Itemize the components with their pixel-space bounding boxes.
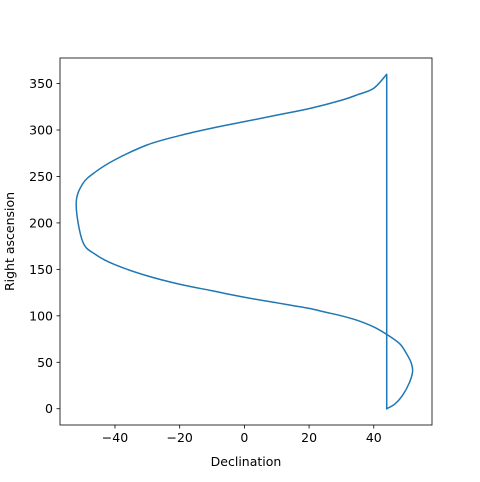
y-tick-label: 300 xyxy=(29,123,53,138)
y-axis-ticks: 0 50 100 150 200 250 300 350 xyxy=(29,76,60,416)
y-tick-label: 150 xyxy=(29,262,53,277)
series-line xyxy=(75,73,414,410)
x-tick-label: −20 xyxy=(166,430,192,445)
x-tick-label: −40 xyxy=(102,430,128,445)
y-tick-label: 200 xyxy=(29,215,53,230)
x-tick-label: 0 xyxy=(240,430,248,445)
x-tick-label: 40 xyxy=(366,430,382,445)
y-tick-label: 250 xyxy=(29,169,53,184)
y-axis-label: Right ascension xyxy=(2,192,17,291)
x-tick-label: 20 xyxy=(301,430,317,445)
x-axis-label: Declination xyxy=(211,454,282,469)
y-tick-label: 350 xyxy=(29,76,53,91)
y-tick-label: 0 xyxy=(45,401,53,416)
y-tick-label: 100 xyxy=(29,308,53,323)
plot-frame xyxy=(59,57,433,426)
x-axis-ticks: −40 −20 0 20 40 xyxy=(102,425,382,445)
plot-area xyxy=(60,58,432,425)
y-tick-label: 50 xyxy=(37,355,53,370)
